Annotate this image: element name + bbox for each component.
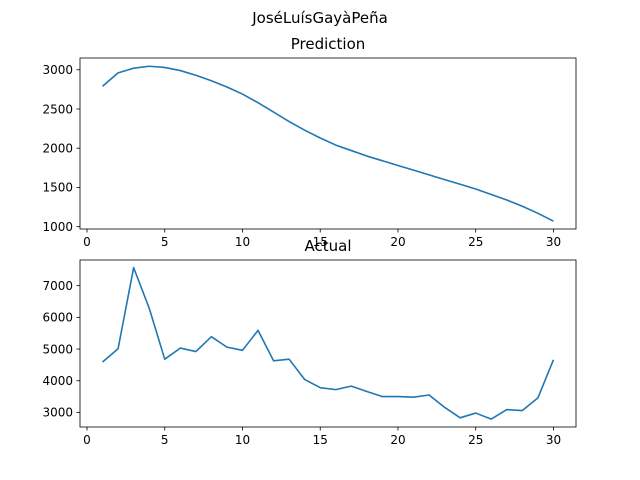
prediction-xtick-label: 30: [546, 235, 561, 249]
prediction-xtick-label: 15: [313, 235, 328, 249]
prediction-axes-frame: [79, 57, 577, 230]
actual-axes-frame: [79, 259, 577, 428]
prediction-title: Prediction: [291, 35, 366, 53]
prediction-xtick-label: 20: [390, 235, 405, 249]
actual-xtick-label: 25: [468, 433, 483, 447]
prediction-ytick-label: 2000: [42, 142, 73, 156]
actual-ytick-label: 4000: [42, 374, 73, 388]
prediction-xtick-label: 0: [83, 235, 91, 249]
actual-xtick-label: 15: [313, 433, 328, 447]
actual-xtick-label: 5: [161, 433, 169, 447]
actual-series-line: [102, 266, 555, 420]
actual-ytick-label: 6000: [42, 311, 73, 325]
prediction-xtick-label: 25: [468, 235, 483, 249]
prediction-ytick-label: 2500: [42, 102, 73, 116]
prediction-ytick-label: 1000: [42, 220, 73, 234]
prediction-xtick-label: 5: [161, 235, 169, 249]
actual-ticks: 0 5 10 15 20 25 30 3000 4000 5000 6000 7000: [42, 279, 561, 447]
prediction-subplot: Prediction 0 5 10 15 20 25 30 1000 1500 2000 2500 3…: [42, 35, 577, 249]
actual-xtick-label: 0: [83, 433, 91, 447]
prediction-ticks: 0 5 10 15 20 25 30 1000 1500 2000 2500 3000: [42, 63, 561, 249]
prediction-ytick-label: 1500: [42, 181, 73, 195]
actual-xtick-label: 30: [546, 433, 561, 447]
actual-ytick-label: 7000: [42, 279, 73, 293]
actual-ytick-label: 5000: [42, 342, 73, 356]
prediction-xtick-label: 10: [235, 235, 250, 249]
actual-xtick-label: 10: [235, 433, 250, 447]
actual-subplot: Actual 0 5 10 15 20 25 30 3000 4000 5000 6000 7000: [42, 237, 577, 447]
prediction-series: [102, 65, 554, 222]
actual-title: Actual: [305, 237, 352, 255]
prediction-series-line: [102, 65, 554, 222]
actual-xtick-label: 20: [390, 433, 405, 447]
actual-series: [102, 266, 555, 420]
figure-suptitle: JoséLuísGayàPeña: [251, 9, 388, 27]
actual-ytick-label: 3000: [42, 406, 73, 420]
prediction-ytick-label: 3000: [42, 63, 73, 77]
